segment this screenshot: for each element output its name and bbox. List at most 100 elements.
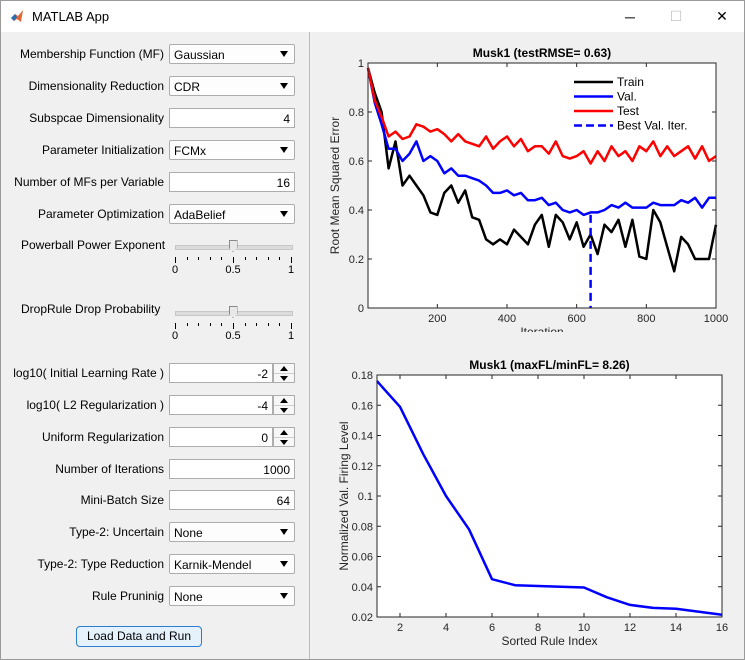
type2-uncertain-dropdown[interactable]: None — [169, 522, 295, 542]
slider-tick — [233, 323, 234, 329]
chevron-down-icon[interactable] — [280, 408, 288, 413]
chevron-up-icon[interactable] — [280, 430, 288, 435]
y-axis-label: Root Mean Squared Error — [328, 117, 342, 254]
parameter-initialization-label: Parameter Initialization — [41, 143, 164, 157]
window-title: MATLAB App — [32, 9, 110, 24]
y-tick-label: 0.8 — [349, 107, 364, 119]
x-tick-label: 6 — [489, 622, 495, 634]
series-line-test — [366, 67, 717, 165]
y-tick-label: 0.08 — [352, 521, 373, 533]
plot-area — [368, 63, 716, 308]
slider-tick — [244, 257, 246, 260]
slider-tick — [279, 323, 281, 326]
slider-tick — [198, 257, 200, 260]
mfs-per-variable-field[interactable]: 16 — [169, 172, 295, 192]
droprule-slider[interactable]: 0 0.5 1 — [169, 306, 299, 346]
chevron-down-icon — [280, 561, 288, 567]
y-tick-label: 1 — [358, 58, 364, 70]
plot-area — [377, 375, 722, 617]
parameter-optimization-label: Parameter Optimization — [37, 207, 164, 221]
chevron-down-icon — [280, 51, 288, 57]
x-tick-label: 14 — [670, 622, 682, 634]
plots-panel: 200 400 600 800 1000 0 0.2 0.4 0.6 0.8 1 Musk1 (tes… — [310, 32, 744, 659]
l2-regularization-label: log10( L2 Regularization ) — [26, 398, 164, 412]
membership-function-dropdown[interactable]: Gaussian — [169, 44, 295, 64]
uniform-regularization-field[interactable]: 0 — [169, 427, 273, 447]
chevron-down-icon — [280, 83, 288, 89]
type2-reduction-dropdown[interactable]: Karnik-Mendel — [169, 554, 295, 574]
y-tick-label: 0.16 — [352, 400, 373, 412]
maximize-button[interactable]: ☐ — [669, 8, 683, 24]
chart-title: Musk1 (maxFL/minFL= 8.26) — [469, 358, 629, 372]
y-tick-label: 0.2 — [349, 254, 364, 266]
chevron-down-icon[interactable] — [280, 440, 288, 445]
y-tick-label: 0.1 — [358, 491, 373, 503]
slider-thumb[interactable] — [228, 240, 238, 252]
rule-pruning-value: None — [174, 590, 203, 604]
parameter-initialization-value: FCMx — [174, 144, 206, 158]
parameter-optimization-dropdown[interactable]: AdaBelief — [169, 204, 295, 224]
y-tick-label: 0.18 — [352, 370, 373, 382]
mini-batch-size-value: 64 — [276, 494, 290, 508]
l2-regularization-stepper[interactable] — [273, 395, 295, 415]
subspace-dimensionality-label: Subspcae Dimensionality — [29, 111, 164, 125]
slider-tick-label: 0 — [171, 330, 179, 342]
x-tick-label: 8 — [535, 622, 541, 634]
powerball-slider[interactable]: 0 0.5 1 — [169, 240, 299, 280]
subspace-dimensionality-value: 4 — [283, 112, 290, 126]
uniform-regularization-stepper[interactable] — [273, 427, 295, 447]
legend-label: Test — [617, 104, 640, 118]
settings-panel: Membership Function (MF) Gaussian Dimens… — [1, 32, 309, 659]
slider-tick — [175, 257, 176, 263]
x-axis-label: Sorted Rule Index — [501, 634, 597, 648]
subspace-dimensionality-field[interactable]: 4 — [169, 108, 295, 128]
x-tick-label: 4 — [443, 622, 449, 634]
chevron-down-icon[interactable] — [280, 376, 288, 381]
slider-thumb[interactable] — [228, 306, 238, 318]
x-tick-label: 600 — [567, 313, 585, 325]
y-tick-label: 0.4 — [349, 205, 364, 217]
chevron-up-icon[interactable] — [280, 398, 288, 403]
num-iterations-label: Number of Iterations — [55, 462, 164, 476]
learning-rate-label: log10( Initial Learning Rate ) — [13, 366, 164, 380]
slider-tick — [291, 323, 292, 329]
powerball-label: Powerball Power Exponent — [21, 238, 166, 252]
x-tick-label: 12 — [624, 622, 636, 634]
slider-tick — [279, 257, 281, 260]
load-data-and-run-button[interactable]: Load Data and Run — [76, 626, 202, 647]
y-tick-label: 0.6 — [349, 156, 364, 168]
close-button[interactable]: ✕ — [716, 8, 728, 24]
y-axis-label: Normalized Val. Firing Level — [337, 421, 351, 570]
slider-tick-label: 0.5 — [225, 330, 241, 342]
chevron-up-icon[interactable] — [280, 366, 288, 371]
rule-pruning-dropdown[interactable]: None — [169, 586, 295, 606]
slider-tick — [186, 257, 188, 260]
y-tick-label: 0.14 — [352, 431, 373, 443]
l2-regularization-value: -4 — [257, 399, 268, 413]
type2-uncertain-label: Type-2: Uncertain — [69, 525, 164, 539]
slider-tick-label: 0 — [171, 264, 179, 276]
slider-tick — [209, 257, 211, 260]
parameter-initialization-dropdown[interactable]: FCMx — [169, 140, 295, 160]
type2-reduction-value: Karnik-Mendel — [174, 558, 252, 572]
x-axis-label: Iteration — [520, 325, 563, 332]
mini-batch-size-label: Mini-Batch Size — [80, 493, 164, 507]
learning-rate-stepper[interactable] — [273, 363, 295, 383]
mfs-per-variable-label: Number of MFs per Variable — [14, 175, 164, 189]
l2-regularization-field[interactable]: -4 — [169, 395, 273, 415]
minimize-button[interactable]: ─ — [625, 8, 635, 25]
slider-tick — [198, 323, 200, 326]
rule-pruning-label: Rule Pruninig — [91, 589, 164, 603]
slider-tick — [244, 323, 246, 326]
slider-tick — [256, 323, 258, 326]
slider-tick — [209, 323, 211, 326]
title-bar: MATLAB App ─ ☐ ✕ — [1, 1, 744, 32]
mini-batch-size-field[interactable]: 64 — [169, 490, 295, 510]
learning-rate-field[interactable]: -2 — [169, 363, 273, 383]
num-iterations-field[interactable]: 1000 — [169, 459, 295, 479]
legend-label: Val. — [617, 90, 637, 104]
firing-level-chart: 2 4 6 8 10 12 14 16 0.02 0.04 0.06 0.08 0.1 0.12 0.14 0… — [337, 358, 728, 648]
dimensionality-reduction-dropdown[interactable]: CDR — [169, 76, 295, 96]
slider-tick — [267, 257, 269, 260]
